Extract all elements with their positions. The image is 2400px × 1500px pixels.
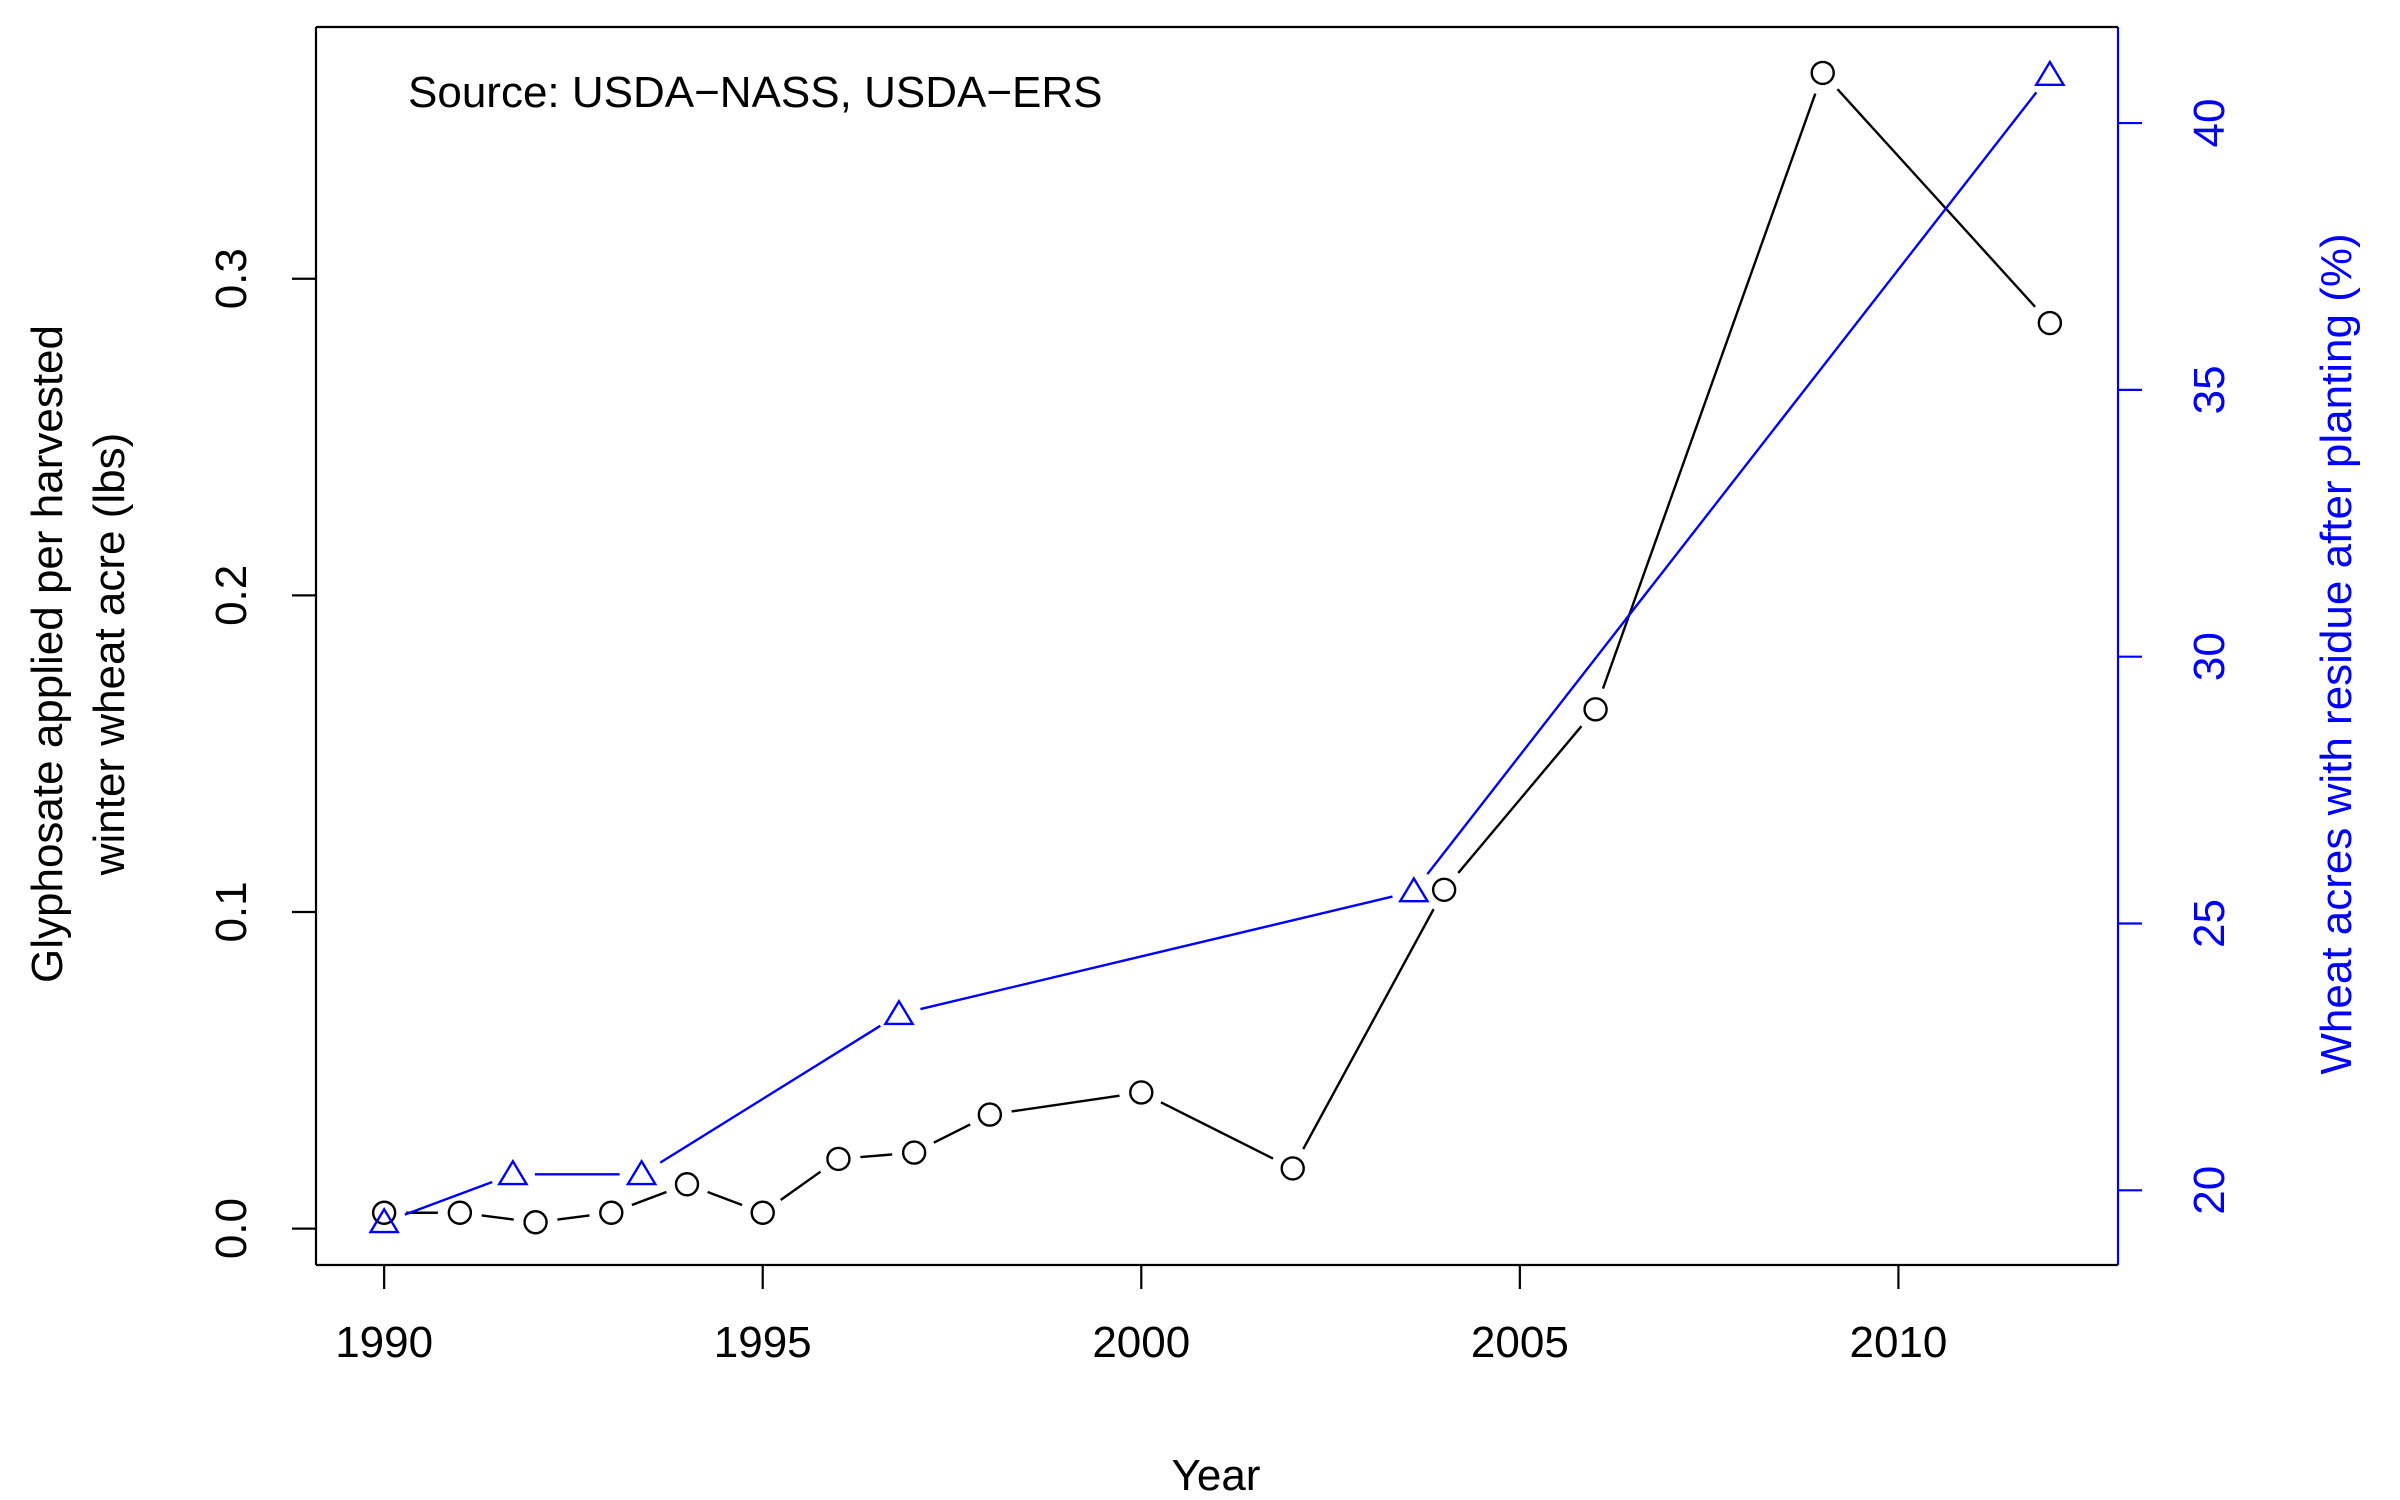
series-segment bbox=[1011, 1094, 1120, 1113]
y-right-tick-label: 35 bbox=[2185, 365, 2234, 414]
data-point-triangle bbox=[2034, 59, 2066, 86]
x-tick-label: 2010 bbox=[1849, 1318, 1947, 1367]
series-segment bbox=[481, 1214, 514, 1221]
series-layer bbox=[368, 59, 2066, 1235]
data-point-triangle bbox=[625, 1158, 658, 1186]
series-segment bbox=[1836, 88, 2036, 308]
data-point-triangle bbox=[1398, 876, 1430, 903]
x-tick-label: 2000 bbox=[1092, 1318, 1190, 1367]
y-right-tick-label: 20 bbox=[2185, 1166, 2234, 1215]
y-right-axis: 20 25 30 35 40 bbox=[2118, 99, 2234, 1215]
data-point-circle bbox=[1129, 1080, 1154, 1105]
data-point-triangle bbox=[497, 1158, 529, 1186]
data-point-triangle bbox=[883, 998, 915, 1026]
source-annotation: Source: USDA−NASS, USDA−ERS bbox=[408, 68, 1102, 117]
x-tick-label: 2005 bbox=[1471, 1318, 1569, 1367]
data-point-circle bbox=[901, 1140, 927, 1165]
data-point-circle bbox=[2037, 310, 2063, 336]
y-left-tick-label: 0.1 bbox=[207, 881, 256, 942]
series-segment bbox=[707, 1190, 743, 1207]
data-point-circle bbox=[523, 1210, 548, 1235]
series-segment bbox=[404, 1180, 493, 1216]
series-right-triangle bbox=[368, 59, 2066, 1234]
y-left-tick-label: 0.0 bbox=[207, 1198, 256, 1259]
series-segment bbox=[1426, 91, 2038, 875]
series-segment bbox=[1457, 725, 1583, 874]
series-segment bbox=[1160, 1101, 1274, 1160]
data-point-circle bbox=[447, 1200, 473, 1225]
y-left-axis-title-line1: Glyphosate applied per harvested bbox=[23, 325, 72, 983]
y-right-axis-title: Wheat acres with residue after planting … bbox=[2312, 233, 2361, 1074]
plot-area bbox=[314, 25, 2120, 1267]
y-left-axis-title-line2: winter wheat acre (lbs) bbox=[85, 433, 134, 877]
series-segment bbox=[933, 1123, 971, 1144]
y-right-tick-label: 30 bbox=[2185, 632, 2234, 681]
data-point-circle bbox=[1431, 877, 1457, 903]
series-segment bbox=[779, 1170, 822, 1201]
series-left-circle bbox=[371, 60, 2063, 1235]
series-segment bbox=[1302, 908, 1435, 1150]
series-segment bbox=[557, 1214, 590, 1221]
data-point-circle bbox=[674, 1172, 700, 1197]
data-point-circle bbox=[1280, 1156, 1305, 1181]
x-axis: 1990 1995 2000 2005 2010 bbox=[335, 1265, 1947, 1367]
series-segment bbox=[860, 1153, 893, 1159]
y-right-tick-label: 40 bbox=[2185, 99, 2234, 148]
series-segment bbox=[1601, 93, 1817, 690]
series-segment bbox=[631, 1190, 667, 1207]
data-point-circle bbox=[1583, 697, 1608, 722]
x-tick-label: 1990 bbox=[335, 1318, 433, 1367]
y-left-tick-label: 0.3 bbox=[207, 248, 256, 309]
x-tick-label: 1995 bbox=[714, 1318, 812, 1367]
data-point-circle bbox=[599, 1200, 624, 1225]
data-point-triangle bbox=[368, 1206, 400, 1234]
y-left-tick-label: 0.2 bbox=[207, 565, 256, 626]
series-segment bbox=[659, 1024, 881, 1164]
y-left-axis: 0.0 0.1 0.2 0.3 bbox=[207, 248, 316, 1259]
data-point-circle bbox=[826, 1146, 851, 1172]
x-axis-title: Year bbox=[1172, 1451, 1261, 1500]
data-point-circle bbox=[1810, 60, 1835, 86]
data-point-circle bbox=[977, 1102, 1003, 1127]
data-point-circle bbox=[750, 1200, 775, 1225]
data-point-circle bbox=[371, 1200, 397, 1225]
y-right-tick-label: 25 bbox=[2185, 899, 2234, 948]
series-segment bbox=[920, 895, 1393, 1011]
